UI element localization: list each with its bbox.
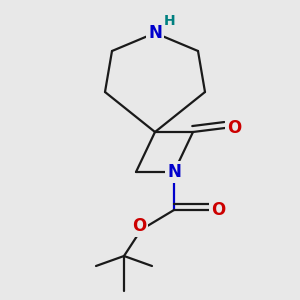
Text: O: O (227, 119, 241, 137)
Text: H: H (164, 14, 176, 28)
Text: O: O (132, 217, 146, 235)
Text: N: N (167, 163, 181, 181)
Text: N: N (148, 24, 162, 42)
Text: O: O (211, 201, 225, 219)
